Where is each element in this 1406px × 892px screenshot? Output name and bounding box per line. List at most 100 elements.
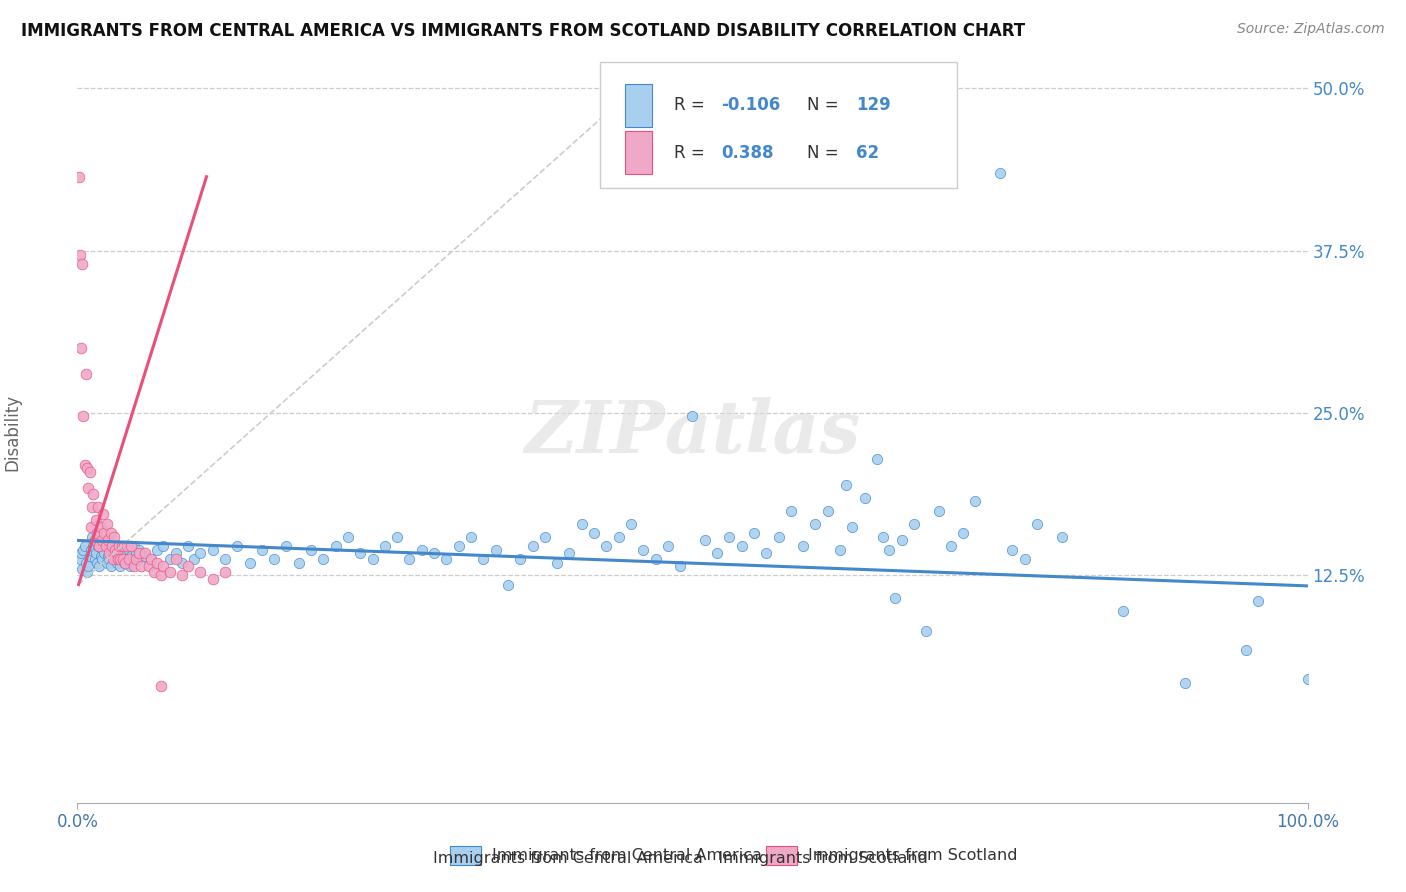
Text: Immigrants from Scotland: Immigrants from Scotland xyxy=(703,851,928,865)
Point xyxy=(1026,516,1049,531)
Point xyxy=(93,525,115,540)
Point xyxy=(105,546,128,560)
Point xyxy=(90,533,114,548)
Point xyxy=(104,542,127,557)
Point xyxy=(90,551,114,566)
Point xyxy=(80,542,103,557)
Point xyxy=(250,542,273,557)
Point xyxy=(100,559,122,574)
Point xyxy=(108,542,131,557)
Point xyxy=(97,533,120,548)
Point xyxy=(100,525,122,540)
Point xyxy=(75,556,97,570)
Point xyxy=(105,556,128,570)
Point xyxy=(1001,542,1024,557)
Point xyxy=(110,559,132,574)
Point xyxy=(80,520,103,534)
Point xyxy=(124,556,146,570)
Point xyxy=(325,539,347,553)
Point xyxy=(841,520,863,534)
Point xyxy=(82,486,104,500)
Point xyxy=(73,539,96,553)
Point xyxy=(112,539,135,553)
Text: ZIP​atlas: ZIP​atlas xyxy=(524,397,860,468)
Point xyxy=(79,465,101,479)
Point xyxy=(96,516,118,531)
Point xyxy=(288,556,311,570)
Point xyxy=(595,539,617,553)
Point xyxy=(84,513,107,527)
Point xyxy=(385,529,409,543)
Point xyxy=(1234,642,1257,657)
FancyBboxPatch shape xyxy=(624,84,652,127)
Point xyxy=(299,542,322,557)
Point xyxy=(96,556,118,570)
Point xyxy=(83,551,105,566)
Point xyxy=(1014,551,1036,566)
Point xyxy=(472,551,495,566)
Point xyxy=(114,556,136,570)
Point xyxy=(411,542,433,557)
Point xyxy=(125,546,148,560)
Point xyxy=(146,556,169,570)
Point xyxy=(768,529,790,543)
Point xyxy=(177,559,200,574)
Point xyxy=(98,551,121,566)
Point xyxy=(965,494,987,508)
Point xyxy=(534,529,557,543)
Point xyxy=(91,508,114,522)
Point xyxy=(129,559,153,574)
FancyBboxPatch shape xyxy=(600,62,957,188)
Point xyxy=(170,556,193,570)
Point xyxy=(107,546,129,560)
Point xyxy=(423,546,446,560)
Point xyxy=(120,559,142,574)
Point xyxy=(76,460,98,475)
Point xyxy=(142,565,165,579)
Point xyxy=(138,559,160,574)
Point xyxy=(73,458,96,472)
Point xyxy=(152,539,174,553)
Point xyxy=(872,529,894,543)
Point xyxy=(460,529,482,543)
Point xyxy=(115,546,138,560)
Point xyxy=(890,533,912,548)
Point xyxy=(101,551,124,566)
Point xyxy=(509,551,531,566)
Text: R =: R = xyxy=(673,144,710,161)
Point xyxy=(693,533,716,548)
Point xyxy=(134,549,156,563)
Point xyxy=(70,257,93,271)
Point xyxy=(83,533,105,548)
Point xyxy=(150,679,173,693)
Point xyxy=(447,539,470,553)
Point xyxy=(117,551,139,566)
Point xyxy=(903,516,925,531)
Point xyxy=(939,539,962,553)
FancyBboxPatch shape xyxy=(766,846,797,865)
Point xyxy=(121,551,143,566)
Point xyxy=(436,551,458,566)
Point xyxy=(183,551,205,566)
Point xyxy=(915,624,938,639)
Point xyxy=(620,516,643,531)
Point xyxy=(571,516,593,531)
Point xyxy=(86,556,108,570)
Point xyxy=(165,551,187,566)
Point xyxy=(121,539,143,553)
Point xyxy=(84,546,107,560)
Point xyxy=(103,539,125,553)
Point xyxy=(276,539,298,553)
Text: 0.388: 0.388 xyxy=(721,144,773,161)
Point xyxy=(817,503,839,517)
Point xyxy=(1050,529,1073,543)
Point xyxy=(177,539,200,553)
Point xyxy=(121,549,143,563)
Point xyxy=(94,539,117,553)
Text: Immigrants from Scotland: Immigrants from Scotland xyxy=(808,848,1018,863)
Point xyxy=(496,577,519,591)
Point xyxy=(884,591,907,605)
Text: R =: R = xyxy=(673,96,710,114)
Point xyxy=(108,539,131,553)
Point xyxy=(1112,603,1135,617)
